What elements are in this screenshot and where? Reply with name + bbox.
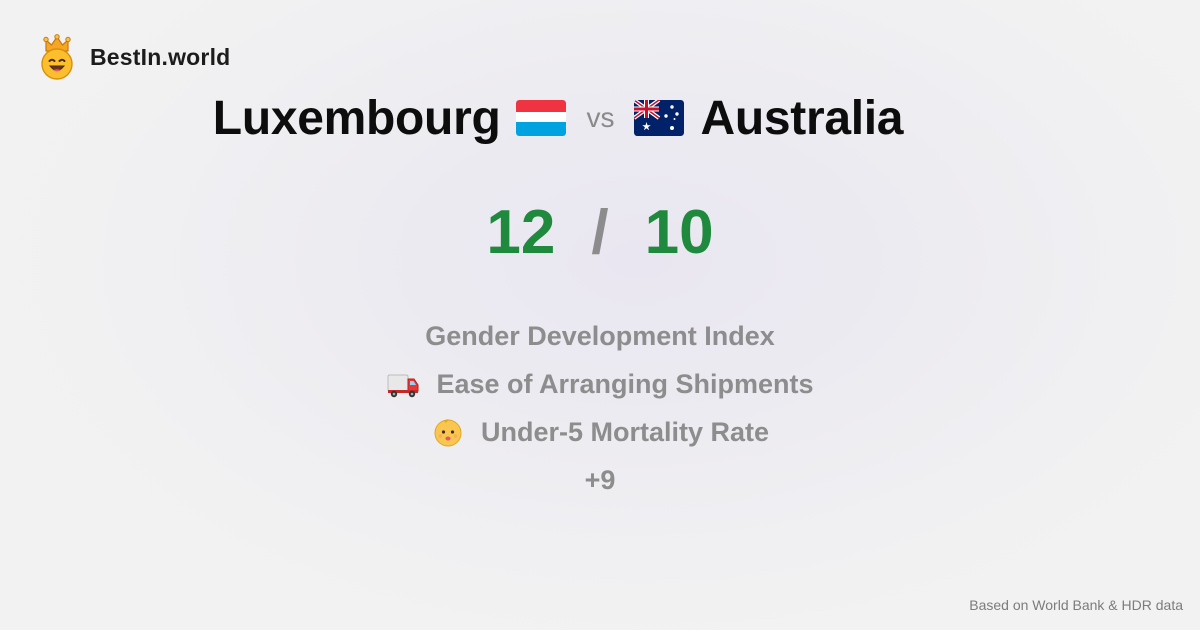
luxembourg-flag-icon (516, 100, 567, 136)
matchup-title: Luxembourg vs Australia (0, 84, 1116, 152)
list-item: Gender Development Index (425, 312, 775, 360)
vs-label: vs (586, 102, 615, 133)
more-count: +9 (584, 464, 616, 495)
right-score: 10 (644, 197, 714, 267)
list-item: Under-5 Mortality Rate (431, 408, 769, 456)
right-country-name: Australia (700, 91, 904, 145)
metric-label: Ease of Arranging Shipments (436, 368, 814, 399)
score-display: 12 / 10 (0, 192, 1200, 272)
brand[interactable]: BestIn.world (38, 34, 230, 80)
data-source-note: Based on World Bank & HDR data (969, 597, 1183, 613)
list-item: Ease of Arranging Shipments (386, 360, 814, 408)
left-score: 12 (486, 197, 556, 267)
metric-label: Under-5 Mortality Rate (480, 416, 770, 447)
left-country-name: Luxembourg (212, 91, 501, 145)
delivery-truck-icon (387, 374, 419, 398)
metric-label: Gender Development Index (425, 320, 775, 351)
brand-name: BestIn.world (90, 43, 231, 70)
score-separator: / (591, 197, 609, 267)
baby-face-icon (434, 419, 462, 447)
metrics-list: Gender Development Index Ease of Arrangi… (0, 312, 1200, 504)
crown-smiley-icon (41, 34, 73, 80)
australia-flag-icon (634, 100, 685, 136)
